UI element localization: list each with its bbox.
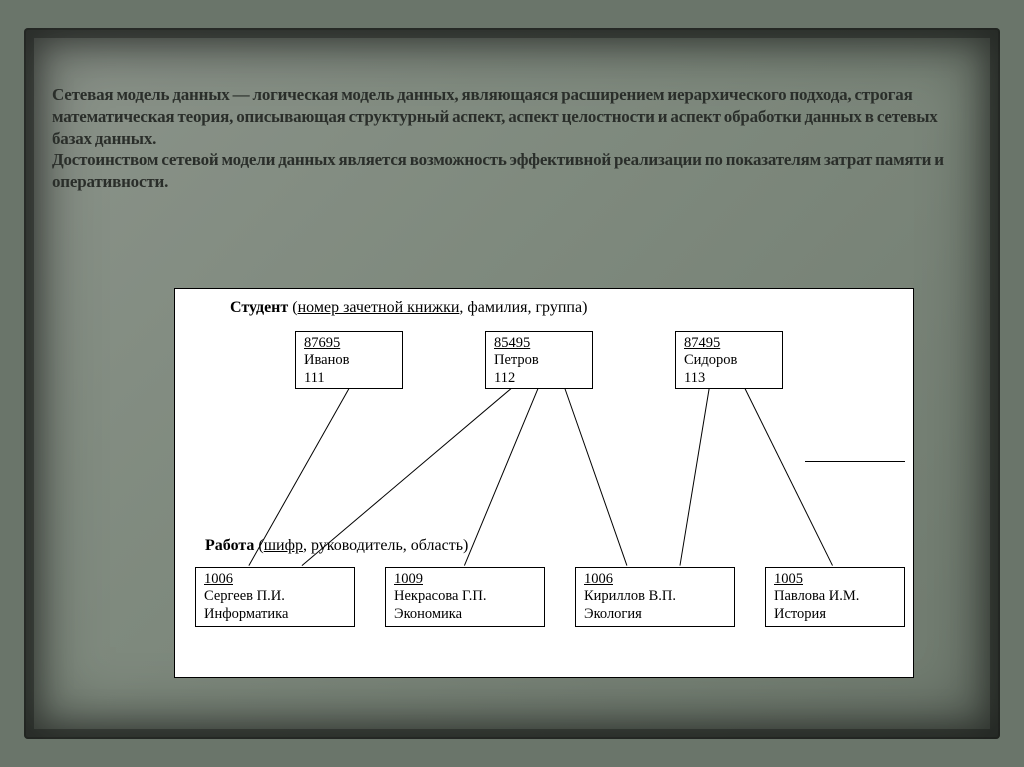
work-node: 1005Павлова И.М.История — [765, 567, 905, 627]
student-node: 87695Иванов111 — [295, 331, 403, 389]
work-node: 1006Кириллов В.П.Экология — [575, 567, 735, 627]
entity-label: Работа (шифр, руководитель, область) — [205, 537, 468, 555]
description-p2: Достоинством сетевой модели данных являе… — [52, 150, 944, 191]
slide-inner: Сетевая модель данных — логическая модел… — [24, 28, 1000, 739]
work-node: 1006Сергеев П.И.Информатика — [195, 567, 355, 627]
work-node: 1009Некрасова Г.П.Экономика — [385, 567, 545, 627]
diagram-container: Студент (номер зачетной книжки, фамилия,… — [174, 288, 914, 678]
description-p1: Сетевая модель данных — логическая модел… — [52, 85, 938, 148]
student-node: 87495Сидоров113 — [675, 331, 783, 389]
network-diagram: Студент (номер зачетной книжки, фамилия,… — [175, 289, 913, 677]
stray-line — [805, 461, 905, 462]
description-text: Сетевая модель данных — логическая модел… — [52, 84, 972, 193]
entity-label: Студент (номер зачетной книжки, фамилия,… — [230, 299, 587, 317]
student-node: 85495Петров112 — [485, 331, 593, 389]
slide: Сетевая модель данных — логическая модел… — [0, 0, 1024, 767]
